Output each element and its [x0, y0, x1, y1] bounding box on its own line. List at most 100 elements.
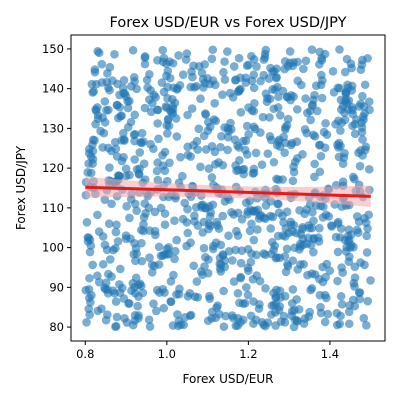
scatter-point [172, 132, 182, 141]
scatter-point [317, 55, 327, 65]
scatter-point [298, 223, 307, 232]
scatter-point [302, 128, 311, 138]
scatter-point [318, 262, 327, 272]
scatter-point [88, 260, 97, 270]
scatter-point [173, 310, 182, 319]
scatter-point [278, 86, 288, 96]
scatter-point [105, 255, 115, 264]
scatter-point [207, 141, 217, 151]
scatter-point [364, 97, 374, 106]
scatter-point [252, 62, 261, 71]
scatter-point [154, 134, 163, 144]
scatter-point [150, 207, 160, 217]
scatter-point [338, 101, 348, 111]
scatter-point [83, 168, 93, 177]
scatter-point [289, 162, 298, 171]
scatter-point [145, 322, 155, 331]
scatter-point [198, 75, 208, 84]
scatter-point [82, 317, 91, 327]
scatter-point [153, 158, 162, 167]
scatter-point [94, 227, 104, 236]
scatter-point [145, 95, 154, 104]
scatter-point [134, 313, 143, 323]
scatter-point [273, 199, 282, 209]
scatter-point [308, 207, 317, 217]
scatter-point [178, 214, 188, 224]
scatter-point [358, 112, 368, 121]
scatter-point [183, 228, 193, 238]
scatter-point [355, 294, 365, 304]
scatter-point [261, 283, 270, 293]
scatter-point [130, 155, 139, 164]
scatter-point [90, 65, 100, 74]
x-ticks: 0.8 1.0 1.2 1.4 [76, 341, 339, 361]
scatter-point [301, 94, 310, 103]
scatter-point [315, 223, 324, 233]
scatter-point [160, 166, 170, 176]
scatter-point [167, 107, 177, 117]
x-tick-label: 0.8 [76, 347, 94, 361]
scatter-point [248, 274, 258, 284]
scatter-point [89, 87, 98, 96]
scatter-point [133, 301, 142, 311]
scatter-point [168, 58, 178, 68]
scatter-point [344, 319, 354, 329]
scatter-point [130, 129, 140, 139]
scatter-point [204, 255, 213, 264]
scatter-point [170, 216, 179, 225]
scatter-point [139, 159, 149, 168]
scatter-point [135, 148, 145, 157]
scatter-point [127, 81, 136, 91]
scatter-point [242, 283, 251, 292]
scatter-point [194, 124, 204, 134]
scatter-point [275, 142, 285, 151]
scatter-point [268, 85, 277, 94]
scatter-point [219, 286, 228, 296]
scatter-point [288, 227, 297, 236]
scatter-point [267, 301, 277, 310]
scatter-point [103, 69, 112, 78]
scatter-point [178, 171, 187, 181]
scatter-point [327, 222, 337, 231]
scatter-point [199, 131, 209, 141]
scatter-point [356, 65, 366, 74]
scatter-point [110, 49, 119, 59]
scatter-point [170, 254, 179, 264]
scatter-point [129, 249, 139, 259]
scatter-point [241, 136, 251, 146]
scatter-point [82, 218, 92, 227]
scatter-point [293, 154, 302, 163]
scatter-point [364, 165, 374, 174]
scatter-point [249, 235, 259, 245]
scatter-point [333, 217, 343, 227]
scatter-point [287, 299, 297, 308]
scatter-point [81, 285, 91, 295]
scatter-point [220, 75, 230, 84]
scatter-point [145, 226, 154, 235]
chart-title: Forex USD/EUR vs Forex USD/JPY [110, 15, 347, 31]
y-tick-label: 150 [42, 42, 64, 56]
scatter-point [178, 70, 188, 79]
scatter-point [153, 105, 163, 115]
scatter-point [366, 276, 375, 285]
scatter-point [316, 151, 326, 161]
scatter-point [121, 231, 131, 241]
scatter-point [240, 145, 250, 155]
scatter-point [249, 168, 259, 178]
scatter-point [331, 119, 340, 129]
scatter-point [144, 315, 154, 325]
scatter-point [86, 298, 95, 307]
scatter-point [301, 56, 311, 66]
scatter-point [98, 259, 108, 269]
scatter-point [310, 270, 320, 279]
scatter-point [86, 241, 96, 250]
scatter-point [350, 301, 360, 311]
scatter-point [258, 112, 268, 122]
scatter-point [212, 217, 222, 227]
scatter-point [157, 78, 167, 87]
scatter-point [309, 247, 318, 257]
scatter-point [267, 310, 276, 319]
scatter-point [137, 128, 147, 138]
scatter-point [123, 122, 133, 132]
scatter-point [112, 312, 122, 322]
